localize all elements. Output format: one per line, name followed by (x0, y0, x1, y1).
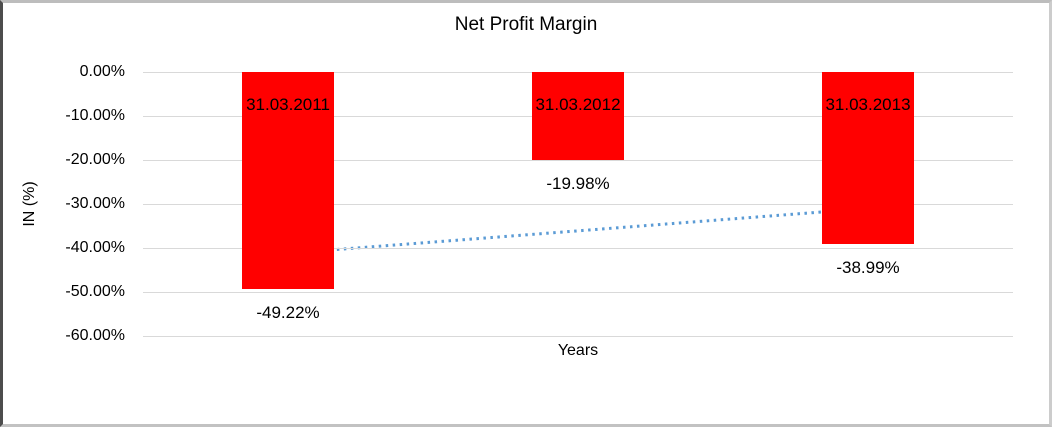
y-tick-label: 0.00% (79, 63, 125, 80)
gridline (143, 204, 1013, 205)
chart-title: Net Profit Margin (454, 14, 598, 35)
x-axis-title: Years (557, 342, 599, 359)
gridline (143, 336, 1013, 337)
gridline (143, 292, 1013, 293)
trendline[interactable] (287, 206, 869, 255)
y-tick-label: -30.00% (65, 195, 125, 212)
gridline (143, 160, 1013, 161)
value-label: -49.22% (256, 302, 320, 322)
y-tick-label: -20.00% (65, 151, 125, 168)
y-tick-label: -10.00% (65, 107, 125, 124)
category-label: 31.03.2012 (535, 95, 621, 114)
category-label: 31.03.2011 (246, 95, 330, 114)
bar-31.03.2011[interactable] (242, 72, 334, 289)
y-tick-label: -40.00% (65, 239, 125, 256)
gridline (143, 248, 1013, 249)
bar-31.03.2013[interactable] (822, 72, 914, 244)
y-tick-label: -60.00% (65, 327, 125, 344)
value-label: -38.99% (836, 257, 900, 277)
category-label: 31.03.2013 (825, 95, 911, 114)
value-label: -19.98% (546, 173, 610, 193)
bar-31.03.2012[interactable] (532, 72, 624, 160)
y-tick-label: -50.00% (65, 283, 125, 300)
